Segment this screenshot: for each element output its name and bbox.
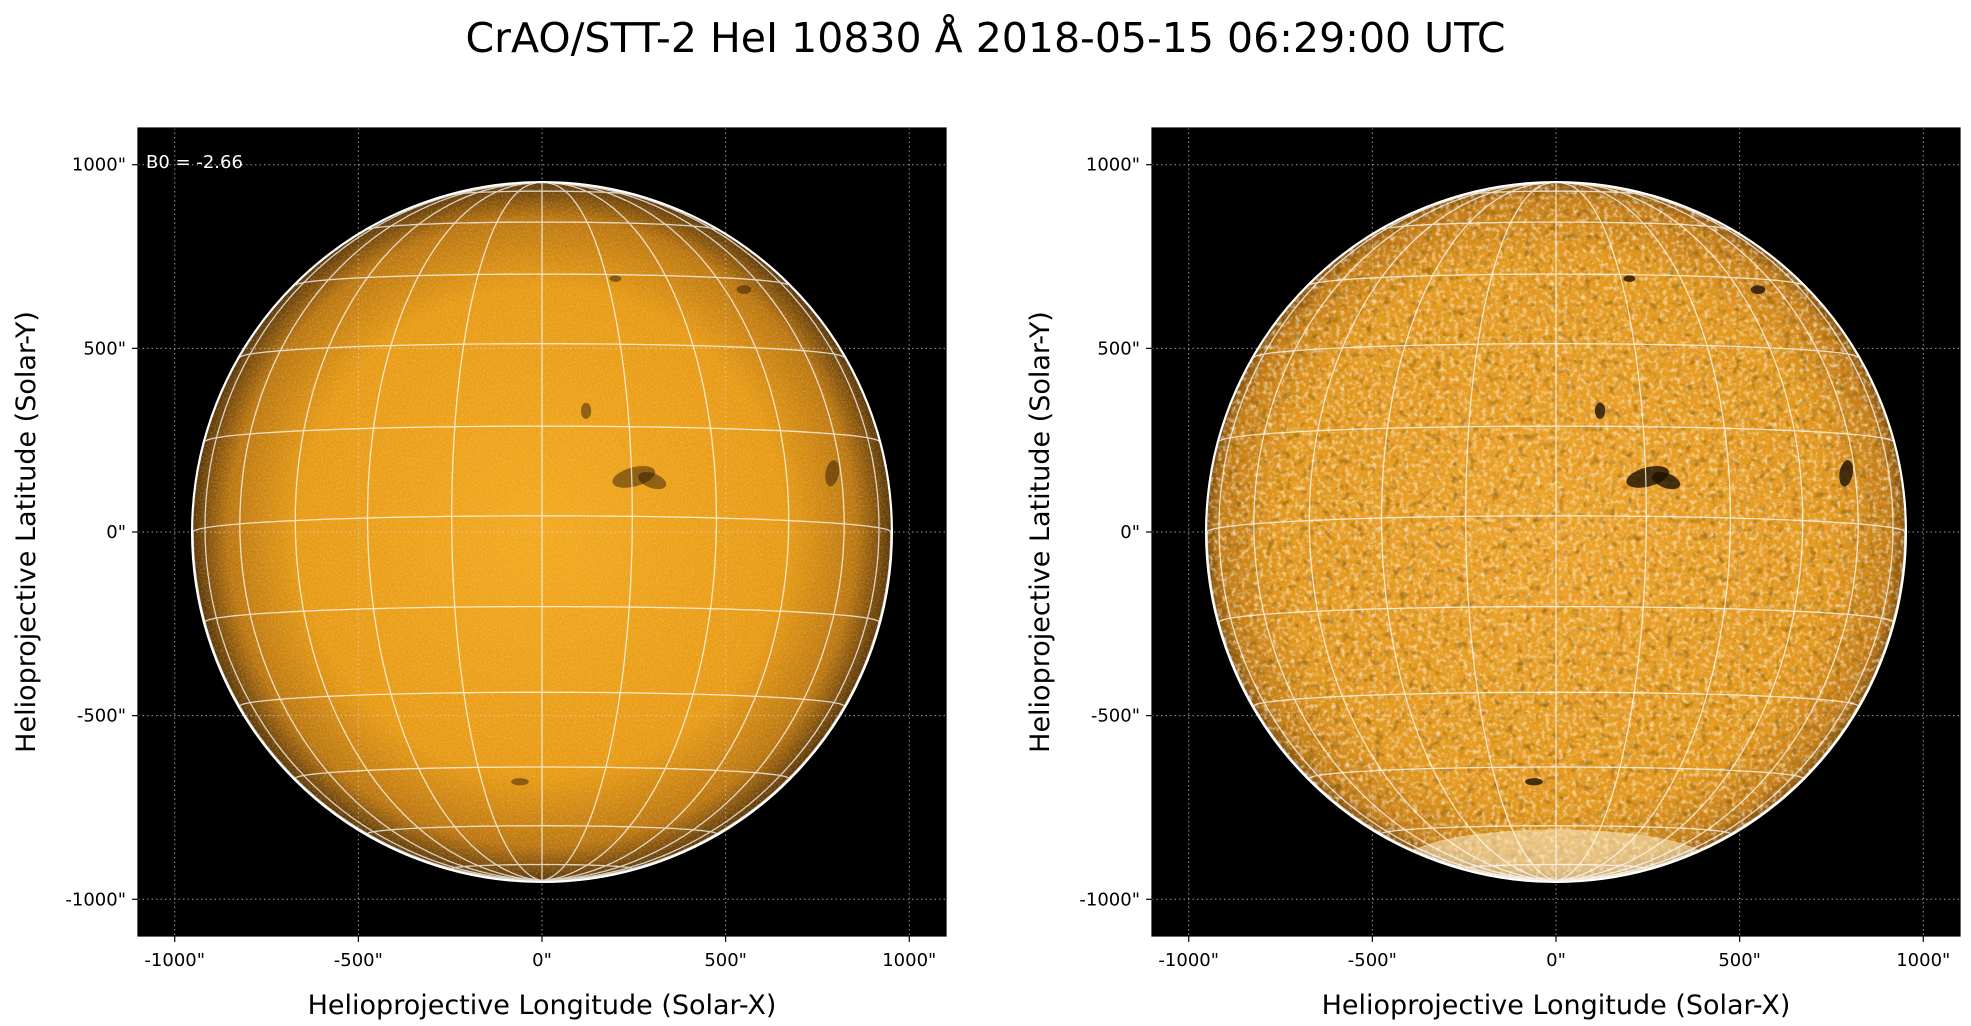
y-tick-label: 500" xyxy=(83,338,126,359)
heliographic-grid xyxy=(192,182,892,882)
grid-line xyxy=(541,531,892,882)
dark-feature xyxy=(511,778,529,786)
dark-feature xyxy=(1525,778,1543,786)
grid-line xyxy=(1465,182,1557,882)
grid-line xyxy=(1555,182,1732,882)
x-tick-label: -500" xyxy=(334,950,383,971)
grid-line xyxy=(1555,189,1894,882)
x-tick-label: 1000" xyxy=(1896,950,1950,971)
y-tick-label: 1000" xyxy=(72,155,126,176)
x-tick-label: 1000" xyxy=(882,950,936,971)
grid-line xyxy=(1206,531,1557,882)
grid-line xyxy=(204,189,543,882)
dark-feature xyxy=(1594,402,1606,419)
dark-feature xyxy=(638,472,667,490)
grid-line xyxy=(541,189,880,882)
grid-line xyxy=(541,182,718,882)
grid-line xyxy=(1555,182,1647,882)
grid-line xyxy=(451,182,543,882)
y-tick-label: -1000" xyxy=(65,889,126,910)
grid-line xyxy=(541,182,633,882)
dark-feature xyxy=(609,275,622,282)
grid-line xyxy=(1555,182,1804,882)
y-tick-label: 0" xyxy=(106,522,126,543)
x-tick-label: 500" xyxy=(1718,950,1761,971)
grid-line xyxy=(294,182,543,882)
dark-feature xyxy=(612,466,656,488)
y-tick-label: -500" xyxy=(1091,706,1140,727)
dark-feature xyxy=(1839,460,1854,487)
grid-line xyxy=(1380,182,1557,882)
x-tick-label: -1000" xyxy=(144,950,205,971)
dark-feature xyxy=(1750,285,1766,295)
grid-line xyxy=(541,182,790,882)
grid-line xyxy=(1555,183,1859,882)
grid-line xyxy=(192,531,543,882)
y-tick-label: 500" xyxy=(1097,338,1140,359)
y-axis-label: Helioprojective Latitude (Solar-Y) xyxy=(11,311,42,753)
grid-line xyxy=(239,183,543,882)
x-axis-label: Helioprojective Longitude (Solar-X) xyxy=(1322,990,1791,1021)
panel-left: -1000" -500" 0" 500" 1000" 1000" 500" 0" -500" -1… xyxy=(11,127,947,1021)
y-tick-label: -1000" xyxy=(1079,889,1140,910)
x-axis-label: Helioprojective Longitude (Solar-X) xyxy=(308,990,777,1021)
y-tick-label: 1000" xyxy=(1086,155,1140,176)
b0-annotation: B0 = -2.66 xyxy=(146,152,243,173)
dark-feature xyxy=(825,460,840,487)
dark-feature xyxy=(580,402,592,419)
dark-feature xyxy=(1652,472,1681,490)
panel-right: -1000" -500" 0" 500" 1000" 1000" 500" 0" -500" -1… xyxy=(1025,127,1961,1021)
grid-line xyxy=(366,182,543,882)
y-tick-label: -500" xyxy=(77,706,126,727)
grid-line xyxy=(1308,182,1557,882)
grid-line xyxy=(1555,531,1906,882)
x-tick-label: 500" xyxy=(704,950,747,971)
dark-feature xyxy=(736,285,752,295)
x-tick-label: 0" xyxy=(532,950,552,971)
x-tick-label: -500" xyxy=(1348,950,1397,971)
y-axis-label: Helioprojective Latitude (Solar-Y) xyxy=(1025,311,1056,753)
grid-line xyxy=(1218,189,1557,882)
grid-line xyxy=(541,183,845,882)
y-tick-label: 0" xyxy=(1120,522,1140,543)
dark-feature xyxy=(1623,275,1636,282)
x-tick-label: -1000" xyxy=(1158,950,1219,971)
x-tick-label: 0" xyxy=(1546,950,1566,971)
grid-line xyxy=(1253,183,1557,882)
figure-title: CrAO/STT-2 HeI 10830 Å 2018-05-15 06:29:… xyxy=(465,14,1506,62)
